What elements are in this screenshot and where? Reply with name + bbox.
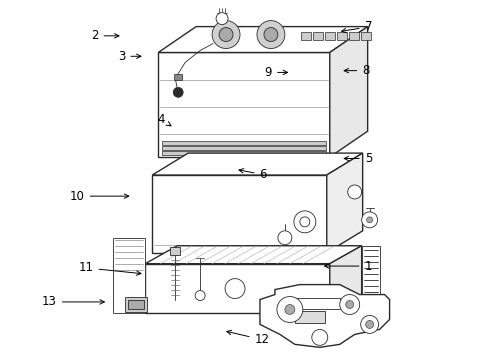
Circle shape	[340, 294, 360, 315]
Circle shape	[277, 297, 303, 323]
Text: 13: 13	[42, 296, 104, 309]
Bar	[301, 32, 311, 40]
Circle shape	[361, 315, 379, 333]
Circle shape	[219, 28, 233, 41]
Circle shape	[257, 21, 285, 49]
Polygon shape	[330, 27, 368, 157]
Circle shape	[195, 291, 205, 301]
Polygon shape	[158, 53, 330, 157]
Polygon shape	[113, 238, 145, 314]
Circle shape	[346, 301, 354, 309]
Circle shape	[294, 211, 316, 233]
Polygon shape	[128, 300, 144, 310]
Polygon shape	[260, 285, 390, 347]
Text: 11: 11	[78, 261, 141, 275]
Circle shape	[173, 87, 183, 97]
Text: 3: 3	[118, 50, 141, 63]
Circle shape	[362, 212, 378, 228]
Circle shape	[212, 21, 240, 49]
Text: 1: 1	[324, 260, 372, 273]
Polygon shape	[174, 75, 182, 80]
Text: 2: 2	[91, 29, 119, 42]
Circle shape	[366, 320, 374, 328]
Ellipse shape	[256, 250, 274, 259]
Circle shape	[285, 305, 295, 315]
Circle shape	[367, 217, 372, 223]
Text: 7: 7	[342, 21, 372, 33]
Bar	[361, 32, 370, 40]
Text: 12: 12	[227, 330, 270, 346]
Polygon shape	[330, 246, 362, 314]
Bar	[162, 141, 326, 145]
Bar	[362, 246, 380, 293]
Text: 5: 5	[344, 152, 372, 165]
Polygon shape	[158, 27, 368, 53]
Bar	[313, 32, 323, 40]
Circle shape	[225, 279, 245, 298]
Polygon shape	[145, 246, 362, 264]
Circle shape	[300, 217, 310, 227]
Text: 10: 10	[70, 190, 129, 203]
Polygon shape	[152, 153, 363, 175]
Polygon shape	[125, 297, 147, 312]
Circle shape	[312, 329, 328, 345]
Circle shape	[216, 13, 228, 24]
Bar	[337, 32, 347, 40]
Text: 9: 9	[265, 66, 288, 79]
Ellipse shape	[191, 249, 219, 261]
Text: 6: 6	[239, 168, 267, 181]
Bar	[162, 146, 326, 150]
Bar	[349, 32, 359, 40]
Circle shape	[264, 28, 278, 41]
Bar	[295, 311, 325, 323]
Bar	[295, 298, 340, 310]
Polygon shape	[152, 175, 327, 253]
Bar	[325, 32, 335, 40]
Text: 8: 8	[344, 64, 369, 77]
Polygon shape	[145, 264, 330, 314]
Bar	[162, 151, 326, 155]
Circle shape	[348, 185, 362, 199]
Polygon shape	[327, 153, 363, 253]
Text: 4: 4	[157, 113, 171, 126]
Bar	[170, 247, 180, 255]
Circle shape	[278, 231, 292, 245]
